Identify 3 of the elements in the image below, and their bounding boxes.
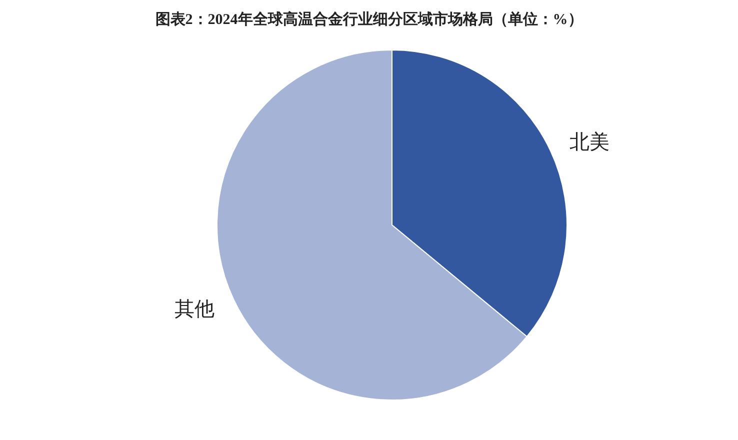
slice-label: 北美: [569, 130, 610, 154]
slice-label: 其他: [174, 296, 215, 320]
chart-title: 图表2：2024年全球高温合金行业细分区域市场格局（单位：%）: [155, 10, 583, 28]
